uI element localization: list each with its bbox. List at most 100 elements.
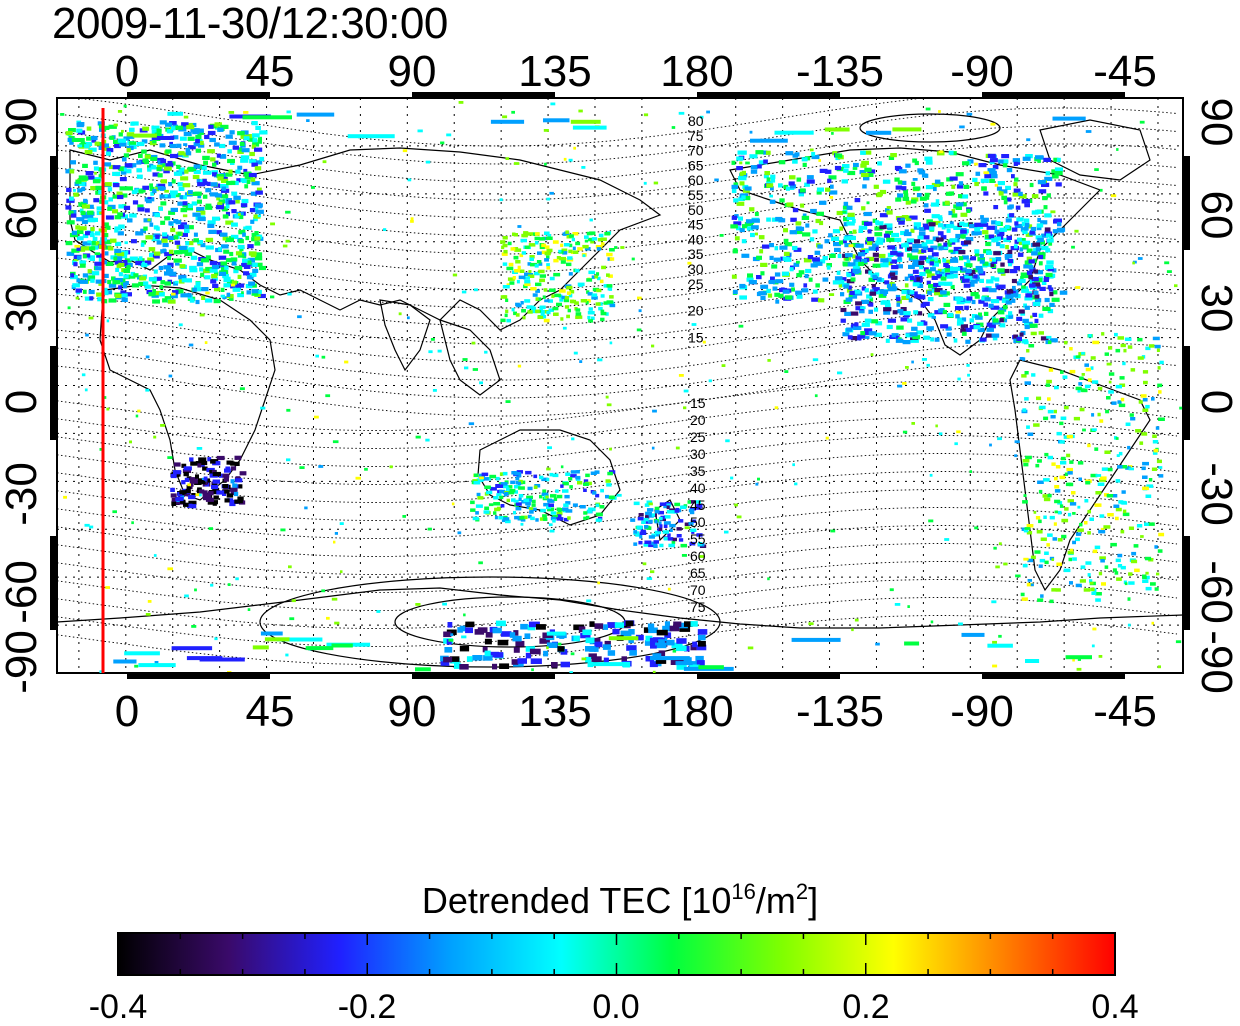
tec-pixel [544, 231, 550, 235]
tec-pixel [237, 149, 244, 154]
tec-pixel [609, 303, 616, 308]
tec-pixel [1005, 294, 1014, 299]
tec-pixel [544, 245, 550, 249]
tec-pixel [1025, 455, 1032, 460]
tec-pixel [1004, 268, 1010, 274]
tec-pixel [760, 271, 765, 276]
tec-pixel [160, 424, 166, 427]
tec-pixel [227, 158, 235, 164]
tec-pixel [986, 250, 990, 255]
tec-pixel [1101, 467, 1108, 471]
tec-pixel [527, 624, 536, 631]
tec-pixel [930, 202, 940, 207]
tec-pixel [943, 302, 951, 307]
tec-pixel [890, 259, 898, 264]
tec-pixel [1091, 644, 1095, 648]
tec-pixel [185, 241, 190, 246]
tec-pixel [683, 406, 687, 410]
colorbar-title-exponent2: 2 [795, 879, 809, 904]
tec-pixel [237, 253, 245, 258]
tec-pixel [974, 162, 978, 166]
tec-pixel [560, 260, 566, 264]
tec-pixel [113, 256, 118, 261]
tec-pixel [160, 220, 166, 225]
tec-pixel [1095, 598, 1101, 602]
tec-pixel [746, 277, 754, 282]
tec-pixel [636, 328, 642, 332]
tec-pixel [775, 279, 784, 284]
tec-pixel [118, 262, 125, 267]
tec-pixel [948, 249, 953, 253]
tec-pixel [1085, 561, 1092, 565]
tec-pixel [949, 266, 958, 271]
tec-pixel [172, 290, 179, 295]
tec-pixel [252, 262, 258, 267]
tec-pixel [1023, 264, 1029, 269]
tec-pixel [907, 318, 913, 323]
tec-pixel [810, 208, 817, 214]
tec-pixel [197, 194, 202, 199]
tec-pixel [636, 525, 643, 529]
tec-pixel [528, 270, 532, 274]
tec-pixel [166, 129, 173, 134]
tec-pixel [1015, 205, 1021, 210]
tec-pixel [905, 218, 912, 222]
tec-pixel [118, 272, 123, 277]
tec-pixel [868, 331, 877, 336]
tec-pixel [115, 241, 122, 246]
tec-pixel [70, 160, 76, 165]
tec-pixel [869, 297, 874, 302]
tec-pixel [901, 215, 909, 220]
tec-pixel [1094, 545, 1101, 550]
tec-pixel [1014, 223, 1023, 229]
tec-pixel [241, 291, 244, 294]
tec-pixel [1120, 529, 1125, 534]
tec-pixel [654, 519, 658, 524]
tec-pixel [1097, 412, 1101, 417]
tec-pixel [1156, 572, 1160, 576]
tec-pixel [114, 256, 123, 261]
tec-pixel [960, 328, 966, 333]
tec-pixel [1020, 276, 1024, 281]
lon-label-top: 45 [245, 47, 295, 96]
tec-pixel [212, 501, 217, 506]
tec-pixel [640, 529, 646, 534]
tec-pixel [449, 656, 460, 662]
tec-pixel [169, 190, 178, 195]
tec-pixel [912, 262, 920, 267]
tec-pixel [656, 642, 667, 649]
tec-pixel [678, 111, 685, 115]
tec-pixel [162, 232, 168, 237]
tec-pixel [166, 268, 174, 273]
tec-pixel [586, 599, 592, 603]
tec-pixel [664, 621, 670, 627]
tec-pixel [123, 281, 129, 286]
tec-pixel [592, 637, 601, 644]
tec-pixel [239, 471, 247, 476]
tec-pixel [731, 160, 736, 165]
tec-pixel [475, 511, 479, 515]
tec-pixel [440, 660, 450, 666]
border-bar [127, 92, 270, 99]
tec-pixel [575, 312, 582, 316]
tec-pixel [314, 415, 319, 419]
tec-pixel [969, 269, 976, 274]
tec-pixel [157, 164, 163, 169]
tec-pixel [530, 516, 535, 521]
contour-label: 45 [690, 497, 706, 513]
tec-pixel [170, 135, 175, 140]
tec-pixel [204, 341, 208, 344]
tec-pixel [255, 190, 263, 195]
tec-pixel [1071, 245, 1075, 249]
tec-pixel [1031, 373, 1036, 377]
tec-pixel [604, 640, 611, 647]
tec-pixel [539, 305, 546, 309]
tec-pixel [508, 490, 515, 495]
tec-pixel [229, 130, 235, 135]
tec-pixel [218, 255, 227, 260]
tec-pixel [137, 409, 141, 413]
tec-pixel [186, 125, 195, 130]
tec-pixel [638, 309, 642, 313]
tec-pixel [911, 248, 919, 253]
tec-pixel [1142, 370, 1149, 374]
